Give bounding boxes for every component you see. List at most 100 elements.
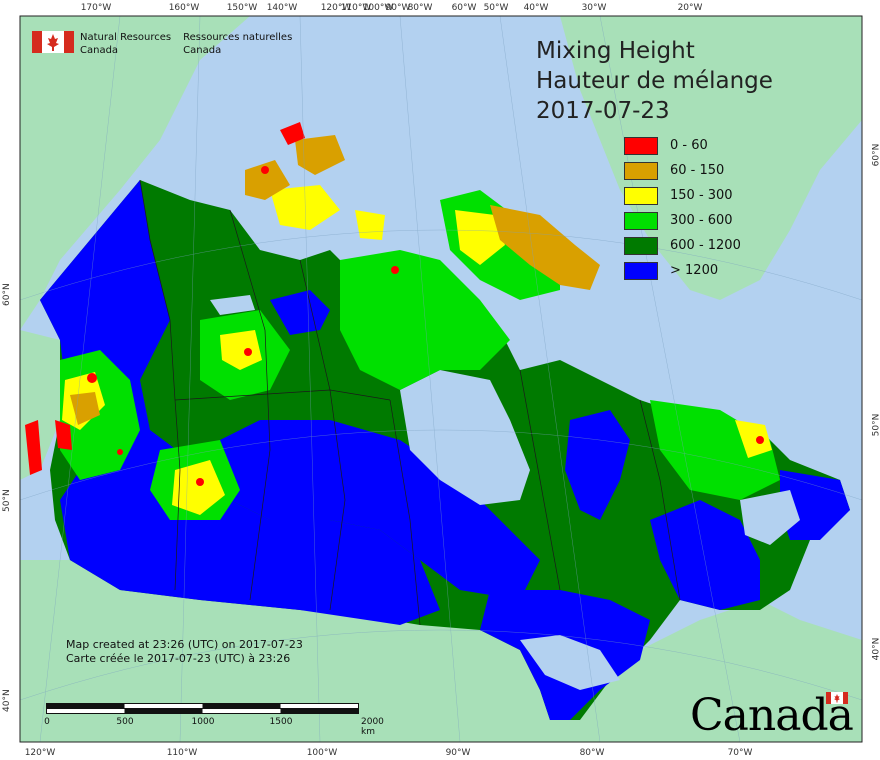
- scale-label: 2000 km: [361, 717, 384, 737]
- tick-left-0: 60°N: [2, 283, 12, 306]
- tick-top-4: 120°W: [320, 3, 352, 13]
- tick-top-9: 60°W: [451, 3, 477, 13]
- zone-0-60-spot: [261, 166, 269, 174]
- zone-0-60-spot: [756, 436, 764, 444]
- legend-item: 0 - 60: [624, 133, 741, 158]
- tick-top-13: 20°W: [677, 3, 703, 13]
- zone-60-150-baffin: [490, 205, 600, 290]
- tick-right-2: 40°N: [871, 637, 880, 661]
- zone-0-60-spot: [244, 348, 252, 356]
- zone-over-1200-atlantic: [780, 470, 850, 540]
- legend-item: 150 - 300: [624, 183, 741, 208]
- zone-300-600-labrador: [650, 400, 780, 500]
- tick-top-10: 50°W: [483, 3, 509, 13]
- scale-label: 1500: [269, 717, 293, 727]
- zone-150-300-alberta: [172, 460, 225, 515]
- zone-150-300-labrador: [735, 420, 772, 458]
- title-en: Mixing Height: [536, 38, 695, 64]
- great-lakes: [520, 635, 620, 690]
- zone-0-60-spot: [87, 373, 97, 383]
- tick-bottom-4: 80°W: [579, 748, 605, 758]
- agency-name-fr: Ressources naturelles Canada: [183, 31, 292, 57]
- legend-item: 600 - 1200: [624, 233, 741, 258]
- zone-150-300-central: [220, 330, 262, 370]
- hudson-bay: [400, 370, 530, 505]
- legend-swatch: [624, 136, 658, 155]
- zone-150-300-baffin: [455, 210, 505, 265]
- legend-label: 60 - 150: [670, 163, 725, 178]
- tick-bottom-0: 120°W: [24, 748, 56, 758]
- tick-right-0: 60°N: [871, 143, 880, 167]
- legend-label: > 1200: [670, 263, 719, 278]
- agency-name-en: Natural Resources Canada: [80, 31, 171, 57]
- legend-swatch: [624, 161, 658, 180]
- tick-bottom-1: 110°W: [166, 748, 198, 758]
- legend-item: 300 - 600: [624, 208, 741, 233]
- tick-bottom-5: 70°W: [727, 748, 753, 758]
- tick-right-1: 50°N: [871, 413, 880, 437]
- greenland-land: [560, 16, 862, 300]
- map-title: Mixing Height Hauteur de mélange 2017-07…: [536, 36, 773, 126]
- scale-label: 0: [44, 717, 50, 727]
- graticule: [20, 16, 862, 742]
- tick-left-1: 50°N: [2, 489, 12, 512]
- tick-top-6: 100°W: [362, 3, 394, 13]
- great-slave-lake: [210, 295, 255, 315]
- zone-60-150-arctic-north: [295, 135, 345, 175]
- agency-en-line2: Canada: [80, 45, 119, 56]
- map-frame: [19, 15, 863, 743]
- scale-label: 500: [116, 717, 134, 727]
- tick-top-12: 30°W: [581, 3, 607, 13]
- alaska-land: [20, 16, 250, 330]
- zone-0-60-spot: [196, 478, 204, 486]
- zone-over-1200-west: [40, 180, 440, 625]
- provincial-borders: [139, 179, 681, 626]
- title-fr: Hauteur de mélange: [536, 68, 773, 94]
- legend-swatch: [624, 236, 658, 255]
- zone-0-60-coast: [55, 420, 72, 450]
- scale-bar: [46, 703, 359, 714]
- zone-60-150-arctic-west: [245, 160, 290, 200]
- scale-labels: 0 500 1000 1500 2000 km: [44, 717, 406, 737]
- nrcan-logo: Natural Resources Canada Ressources natu…: [32, 31, 292, 57]
- agency-fr-line1: Ressources naturelles: [183, 32, 293, 43]
- creation-note-fr: Carte créée le 2017-07-23 (UTC) à 23:26: [66, 652, 291, 665]
- zone-0-60-spot: [117, 449, 123, 455]
- zone-0-60-arctic: [280, 122, 305, 145]
- zone-over-1200-prairies: [200, 420, 540, 600]
- legend-label: 150 - 300: [670, 188, 733, 203]
- zone-over-1200-quebec-east: [650, 500, 760, 610]
- tick-top-1: 160°W: [168, 3, 200, 13]
- tick-bottom-3: 90°W: [445, 748, 471, 758]
- legend-label: 0 - 60: [670, 138, 708, 153]
- gulf-st-lawrence: [740, 490, 800, 545]
- agency-en-line1: Natural Resources: [80, 32, 172, 43]
- tick-top-3: 140°W: [266, 3, 298, 13]
- legend: 0 - 60 60 - 150 150 - 300 300 - 600 600 …: [624, 133, 741, 283]
- legend-item: > 1200: [624, 258, 741, 283]
- zone-150-300-arctic: [270, 185, 340, 230]
- tick-top-5: 110°W: [340, 3, 372, 13]
- legend-swatch: [624, 186, 658, 205]
- legend-item: 60 - 150: [624, 158, 741, 183]
- tick-bottom-2: 100°W: [306, 748, 338, 758]
- canada-flag-icon: [32, 31, 74, 53]
- agency-fr-line2: Canada: [183, 45, 222, 56]
- tick-top-0: 170°W: [80, 3, 112, 13]
- wordmark-flag-icon: [826, 692, 848, 704]
- creation-note: Map created at 23:26 (UTC) on 2017-07-23…: [66, 638, 303, 666]
- zone-0-60-spot: [391, 266, 399, 274]
- zone-over-1200-quebec: [565, 410, 630, 520]
- tick-top-2: 150°W: [226, 3, 258, 13]
- tick-top-8: 80°W: [407, 3, 433, 13]
- legend-label: 600 - 1200: [670, 238, 741, 253]
- title-date: 2017-07-23: [536, 98, 670, 124]
- tick-left-2: 40°N: [2, 689, 12, 712]
- usa-land: [20, 560, 862, 742]
- creation-note-en: Map created at 23:26 (UTC) on 2017-07-23: [66, 638, 303, 651]
- legend-swatch: [624, 211, 658, 230]
- scale-label: 1000: [191, 717, 215, 727]
- tick-top-7: 90°W: [385, 3, 411, 13]
- zone-0-60-coast: [25, 420, 42, 475]
